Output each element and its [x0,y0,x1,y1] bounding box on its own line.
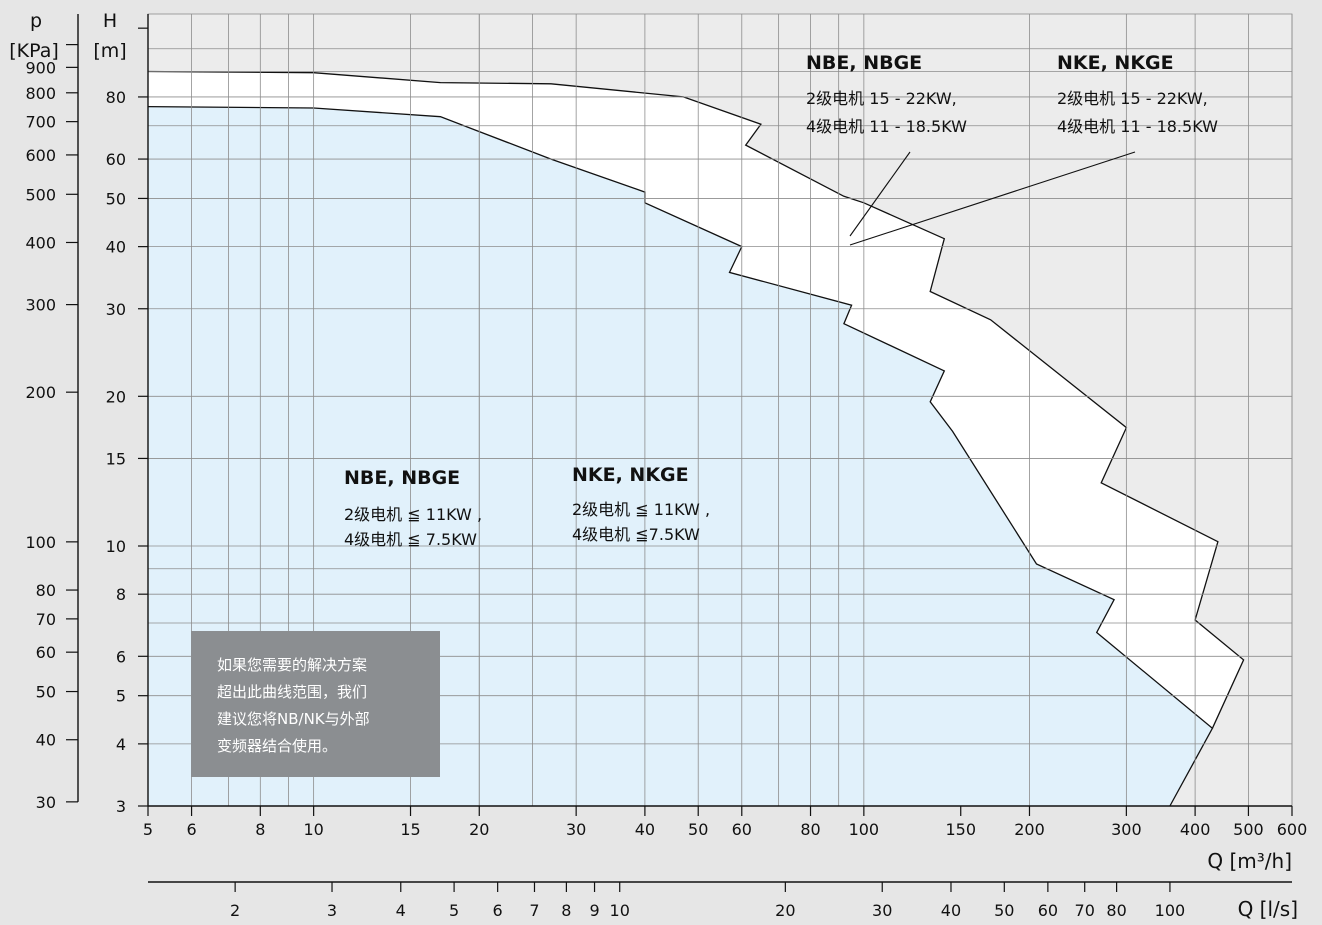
q-tick-label: 40 [635,820,655,839]
note-box [191,631,440,777]
h-axis-unit: [m] [93,40,126,62]
h-tick-label: 3 [116,797,126,816]
p-tick-label: 100 [25,533,56,552]
upper-right-title: NKE, NKGE [1057,52,1174,74]
upper-left-line1: 2级电机 15 - 22KW, [806,89,957,108]
p-tick-label: 200 [25,383,56,402]
q-tick-label: 50 [688,820,708,839]
q-tick-label: 10 [303,820,323,839]
note-line-2: 超出此曲线范围，我们 [217,683,367,701]
p-tick-label: 700 [25,113,56,132]
upper-right-line1: 2级电机 15 - 22KW, [1057,89,1208,108]
q2-tick-label: 6 [493,901,503,920]
q2-tick-label: 20 [775,901,795,920]
lower-right-title: NKE, NKGE [572,464,689,486]
x-axis-title: Q [m³/h] [1207,849,1292,873]
leader-line-nbe [849,151,911,237]
p-tick-label: 70 [36,610,56,629]
q-tick-label: 20 [469,820,489,839]
leader-line-nke [849,151,1136,246]
p-axis-title: p [30,10,42,32]
q2-tick-label: 7 [529,901,539,920]
q-tick-label: 300 [1111,820,1142,839]
h-tick-label: 50 [106,189,126,208]
p-tick-label: 800 [25,84,56,103]
h-tick-label: 8 [116,585,126,604]
q-tick-label: 200 [1014,820,1045,839]
h-tick-label: 6 [116,647,126,666]
q2-tick-label: 30 [872,901,892,920]
p-tick-label: 60 [36,643,56,662]
q-tick-label: 30 [566,820,586,839]
p-axis-unit: [KPa] [9,40,59,62]
q-tick-label: 500 [1233,820,1264,839]
q-tick-label: 150 [945,820,976,839]
q2-tick-label: 8 [561,901,571,920]
p-tick-label: 900 [25,58,56,77]
q-tick-label: 15 [400,820,420,839]
q-tick-label: 8 [255,820,265,839]
p-tick-label: 50 [36,683,56,702]
q2-tick-label: 80 [1106,901,1126,920]
q-tick-label: 80 [800,820,820,839]
h-tick-label: 80 [106,88,126,107]
upper-right-line2: 4级电机 11 - 18.5KW [1057,117,1218,136]
p-tick-label: 500 [25,185,56,204]
q2-tick-label: 70 [1075,901,1095,920]
lower-right-line2: 4级电机 ≦7.5KW [572,525,700,544]
note-line-1: 如果您需要的解决方案 [217,656,367,674]
x2-axis-title: Q [l/s] [1238,897,1298,921]
q2-tick-label: 3 [327,901,337,920]
h-tick-label: 10 [106,537,126,556]
q2-tick-label: 40 [941,901,961,920]
h-tick-label: 30 [106,300,126,319]
q-tick-label: 60 [732,820,752,839]
upper-left-line2: 4级电机 11 - 18.5KW [806,117,967,136]
q2-tick-label: 5 [449,901,459,920]
lower-right-line1: 2级电机 ≦ 11KW , [572,500,710,519]
p-tick-label: 30 [36,793,56,812]
q2-tick-label: 4 [396,901,406,920]
p-tick-label: 80 [36,581,56,600]
h-axis-title: H [103,10,117,32]
note-line-4: 变频器结合使用。 [217,737,337,755]
q2-tick-label: 100 [1155,901,1186,920]
lower-left-title: NBE, NBGE [344,467,460,489]
envelope-large-motor-area [148,71,1244,806]
q-tick-label: 400 [1180,820,1211,839]
p-tick-label: 300 [25,296,56,315]
p-tick-label: 600 [25,146,56,165]
q-tick-label: 600 [1277,820,1308,839]
q-tick-label: 100 [849,820,880,839]
q-tick-label: 5 [143,820,153,839]
h-tick-label: 15 [106,449,126,468]
h-tick-label: 20 [106,387,126,406]
lower-left-line2: 4级电机 ≦ 7.5KW [344,530,477,549]
note-line-3: 建议您将NB/NK与外部 [217,710,370,728]
h-tick-label: 5 [116,687,126,706]
q2-tick-label: 2 [230,901,240,920]
q2-tick-label: 9 [589,901,599,920]
q2-tick-label: 60 [1038,901,1058,920]
h-tick-label: 40 [106,238,126,257]
q2-tick-label: 50 [994,901,1014,920]
p-tick-label: 400 [25,233,56,252]
q2-tick-label: 10 [610,901,630,920]
h-tick-label: 4 [116,735,126,754]
p-tick-label: 40 [36,731,56,750]
lower-left-line1: 2级电机 ≦ 11KW , [344,505,482,524]
q-tick-label: 6 [186,820,196,839]
upper-left-title: NBE, NBGE [806,52,922,74]
h-tick-label: 60 [106,150,126,169]
